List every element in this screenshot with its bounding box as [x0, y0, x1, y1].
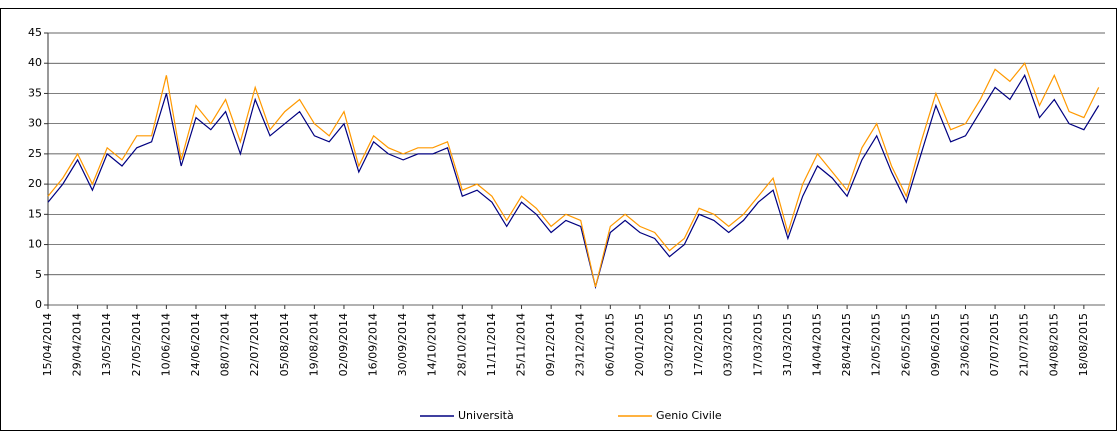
- series-line: [47, 61, 1100, 288]
- x-tick-label: 03/02/2015: [663, 313, 676, 376]
- x-tick-label: 23/12/2014: [574, 313, 587, 376]
- x-tick-label: 05/08/2014: [278, 313, 291, 376]
- x-tick-label: 21/07/2015: [1018, 313, 1031, 376]
- x-tick-label: 12/05/2015: [870, 313, 883, 376]
- chart-border: [0, 8, 1117, 431]
- y-tick-label: 40: [28, 56, 42, 69]
- y-tick-label: 0: [35, 298, 42, 311]
- y-tick-label: 45: [28, 26, 42, 39]
- y-tick-label: 30: [28, 117, 42, 130]
- y-tick-label: 10: [28, 238, 42, 251]
- x-tick-label: 02/09/2014: [337, 313, 350, 376]
- x-tick-label: 06/01/2015: [603, 313, 616, 376]
- x-tick-label: 03/03/2015: [722, 313, 735, 376]
- x-tick-label: 25/11/2014: [515, 313, 528, 376]
- x-tick-label: 23/06/2015: [958, 313, 971, 376]
- x-tick-label: 28/04/2015: [840, 313, 853, 376]
- x-tick-label: 27/05/2014: [130, 313, 143, 376]
- x-tick-label: 09/06/2015: [929, 313, 942, 376]
- x-tick-label: 26/05/2015: [899, 313, 912, 376]
- x-tick-label: 24/06/2014: [189, 313, 202, 376]
- y-tick-label: 5: [35, 268, 42, 281]
- x-tick-label: 04/08/2015: [1047, 313, 1060, 376]
- x-tick-label: 28/10/2014: [455, 313, 468, 376]
- x-tick-label: 14/04/2015: [810, 313, 823, 376]
- x-tick-label: 18/08/2015: [1077, 313, 1090, 376]
- y-tick-label: 20: [28, 177, 42, 190]
- x-tick-label: 09/12/2014: [544, 313, 557, 376]
- x-tick-label: 17/02/2015: [692, 313, 705, 376]
- x-tick-label: 20/01/2015: [633, 313, 646, 376]
- x-tick-label: 14/10/2014: [426, 313, 439, 376]
- x-tick-label: 07/07/2015: [988, 313, 1001, 376]
- y-tick-label: 35: [28, 86, 42, 99]
- x-tick-label: 22/07/2014: [248, 313, 261, 376]
- x-tick-label: 11/11/2014: [485, 313, 498, 376]
- x-tick-label: 31/03/2015: [781, 313, 794, 376]
- x-tick-label: 30/09/2014: [396, 313, 409, 376]
- y-tick-label: 15: [28, 207, 42, 220]
- legend-label: Università: [458, 409, 514, 422]
- x-tick-label: 19/08/2014: [307, 313, 320, 376]
- legend-label: Genio Civile: [656, 409, 722, 422]
- x-tick-label: 10/06/2014: [159, 313, 172, 376]
- x-tick-label: 08/07/2014: [219, 313, 232, 376]
- x-tick-label: 29/04/2014: [71, 313, 84, 376]
- x-tick-label: 15/04/2014: [41, 313, 54, 376]
- series-line: [47, 73, 1100, 290]
- x-tick-label: 17/03/2015: [751, 313, 764, 376]
- x-tick-label: 16/09/2014: [367, 313, 380, 376]
- x-tick-label: 13/05/2014: [100, 313, 113, 376]
- y-tick-label: 25: [28, 147, 42, 160]
